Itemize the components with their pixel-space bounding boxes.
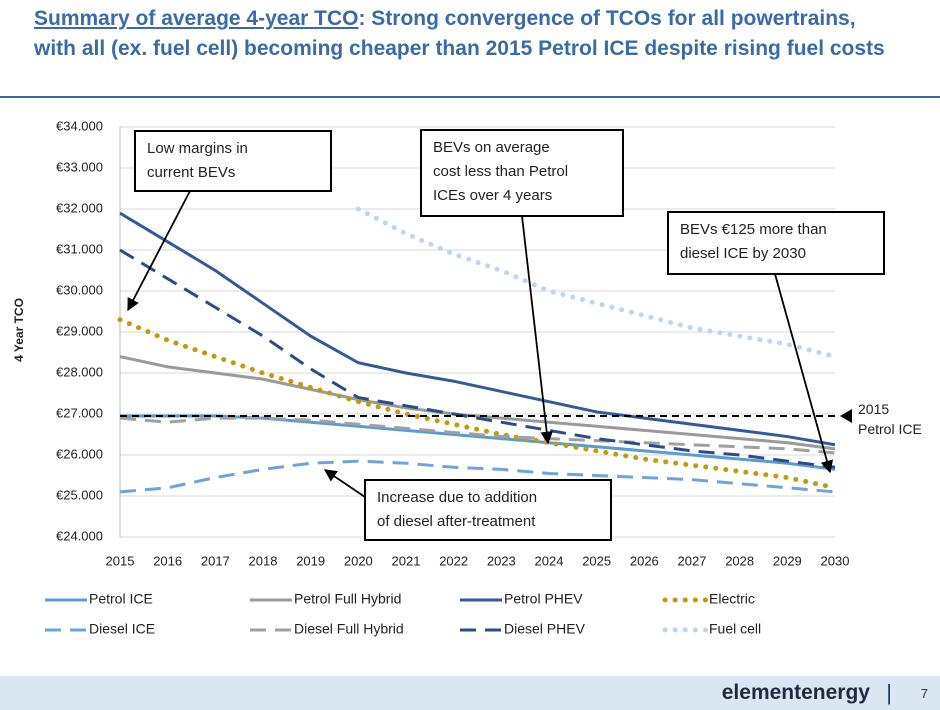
x-tick-label: 2027 — [678, 553, 707, 568]
slide-title: Summary of average 4-year TCO: Strong co… — [34, 4, 894, 64]
series-line — [120, 414, 836, 471]
series-line — [117, 317, 838, 491]
x-tick-label: 2026 — [630, 553, 659, 568]
y-tick-label: €27.000 — [56, 405, 103, 420]
annotation-box — [667, 211, 885, 275]
y-tick-label: €26.000 — [56, 446, 103, 461]
title-rule — [0, 96, 940, 98]
page-number: 7 — [920, 686, 928, 701]
x-tick-label: 2029 — [773, 553, 802, 568]
y-tick-label: €30.000 — [56, 282, 103, 297]
y-tick-label: €29.000 — [56, 323, 103, 338]
annotation-text: cost less than Petrol — [433, 163, 568, 180]
x-tick-label: 2020 — [344, 553, 373, 568]
y-tick-label: €24.000 — [56, 528, 103, 543]
reference-marker — [840, 409, 852, 424]
x-tick-label: 2023 — [487, 553, 516, 568]
annotation-text: BEVs on average — [433, 139, 550, 156]
annotation-box — [420, 129, 624, 217]
annotation-arrow — [774, 273, 834, 474]
x-tick-label: 2024 — [535, 553, 564, 568]
y-tick-label: €34.000 — [56, 118, 103, 133]
annotation-arrow — [323, 469, 366, 498]
series-line — [119, 459, 836, 494]
series-line — [119, 416, 836, 455]
legend-label: Diesel Full Hybrid — [294, 621, 404, 637]
x-tick-label: 2015 — [106, 553, 135, 568]
reference-label: 2015 — [858, 401, 889, 417]
x-tick-label: 2019 — [296, 553, 325, 568]
annotation-text: ICEs over 4 years — [433, 187, 552, 204]
x-tick-label: 2030 — [821, 553, 850, 568]
title-lead: Summary of average 4-year TCO — [34, 7, 359, 30]
x-tick-label: 2018 — [249, 553, 278, 568]
y-tick-label: €25.000 — [56, 487, 103, 502]
series-line — [119, 248, 836, 469]
x-tick-label: 2028 — [725, 553, 754, 568]
title-rest: : Strong convergence of TCOs for all pow… — [34, 7, 885, 60]
chart: 4 Year TCO €24.000 €25.000 €26.000 €27.000 €… — [12, 118, 922, 637]
annotation-text: Low margins in — [147, 140, 248, 157]
legend-label: Petrol PHEV — [504, 591, 583, 607]
annotation-box — [364, 479, 612, 541]
x-tick-label: 2022 — [439, 553, 468, 568]
x-tick-label: 2016 — [153, 553, 182, 568]
legend-label: Diesel PHEV — [504, 621, 586, 637]
reference-label: Petrol ICE — [858, 421, 922, 437]
series-line — [119, 211, 836, 447]
y-tick-label: €28.000 — [56, 364, 103, 379]
annotation-text: current BEVs — [147, 164, 235, 181]
legend-label: Electric — [709, 591, 755, 607]
y-tick-label: €33.000 — [56, 159, 103, 174]
annotation-text: of diesel after-treatment — [377, 513, 536, 530]
footer: elementenergy | 7 — [0, 676, 940, 710]
legend-label: Petrol Full Hybrid — [294, 591, 401, 607]
brand-a: element — [721, 681, 802, 704]
series-line — [119, 355, 836, 451]
x-tick-label: 2021 — [392, 553, 421, 568]
y-tick-label: €32.000 — [56, 200, 103, 215]
x-tick-label: 2017 — [201, 553, 230, 568]
annotation-text: BEVs €125 more than — [680, 221, 827, 238]
brand-b: energy — [801, 681, 870, 704]
y-axis-label: 4 Year TCO — [12, 298, 26, 362]
legend-label: Fuel cell — [709, 621, 761, 637]
annotation-arrow — [521, 215, 553, 445]
x-tick-label: 2025 — [582, 553, 611, 568]
annotation-text: Increase due to addition — [377, 489, 537, 506]
separator: | — [886, 680, 892, 705]
annotation-text: diesel ICE by 2030 — [680, 245, 806, 262]
brand: elementenergy — [722, 681, 870, 705]
legend-label: Petrol ICE — [89, 591, 153, 607]
legend-label: Diesel ICE — [89, 621, 155, 637]
annotation-box — [134, 130, 332, 192]
annotation-arrow — [127, 190, 191, 312]
y-tick-label: €31.000 — [56, 241, 103, 256]
